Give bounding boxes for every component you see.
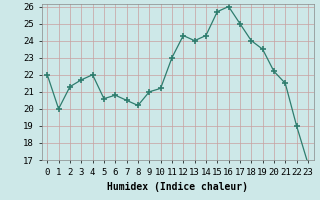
X-axis label: Humidex (Indice chaleur): Humidex (Indice chaleur) [107, 182, 248, 192]
